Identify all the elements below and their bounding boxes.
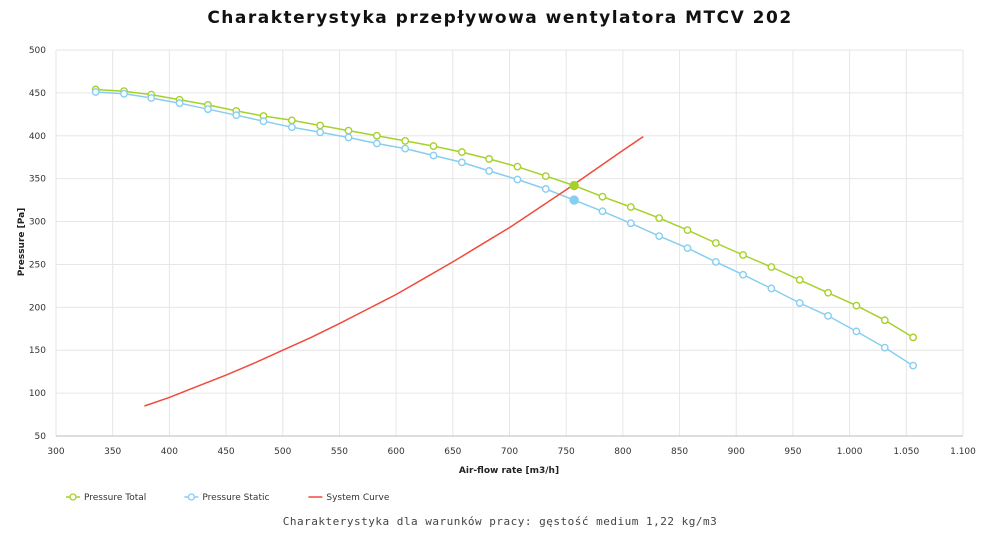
pressure-static-point bbox=[513, 175, 522, 184]
pressure-total-point bbox=[767, 263, 776, 271]
x-tick-label: 800 bbox=[614, 447, 631, 457]
series-layer bbox=[91, 85, 918, 407]
chart-subtitle: Charakterystyka dla warunków pracy: gęst… bbox=[282, 515, 718, 528]
x-tick-label: 500 bbox=[274, 447, 291, 457]
x-tick-label: 950 bbox=[784, 447, 801, 457]
y-tick-label: 150 bbox=[29, 346, 46, 356]
x-tick-label: 450 bbox=[217, 447, 234, 457]
y-tick-label: 500 bbox=[29, 46, 46, 56]
chart-title: Charakterystyka przepływowa wentylatora … bbox=[207, 8, 793, 28]
y-tick-label: 50 bbox=[35, 432, 47, 442]
pressure-total-point bbox=[852, 301, 861, 310]
pressure-total-point bbox=[287, 116, 296, 125]
pressure-total-line bbox=[95, 88, 914, 339]
x-axis-title: Air-flow rate [m3/h] bbox=[459, 466, 559, 476]
pressure-total-operating-point bbox=[569, 180, 579, 191]
pressure-static-point bbox=[711, 257, 720, 266]
pressure-static-operating-point bbox=[569, 195, 579, 205]
x-tick-label: 600 bbox=[388, 447, 405, 457]
pressure-static-point bbox=[232, 111, 241, 120]
y-axis-title: Pressure [Pa] bbox=[17, 208, 27, 277]
pressure-total-point bbox=[316, 121, 325, 130]
x-tick-label: 750 bbox=[558, 447, 575, 457]
pressure-static-line bbox=[95, 91, 914, 367]
pressure-total-point bbox=[655, 214, 664, 223]
pressure-total-point bbox=[513, 162, 522, 171]
pressure-static-point bbox=[120, 89, 128, 98]
pressure-total-point bbox=[795, 275, 804, 284]
y-tick-label: 250 bbox=[29, 260, 46, 270]
pressure-total-point bbox=[909, 333, 918, 342]
y-tick-label: 400 bbox=[29, 132, 46, 142]
x-tick-label: 350 bbox=[104, 447, 121, 457]
x-tick-label: 400 bbox=[161, 447, 178, 457]
pressure-static-point bbox=[541, 185, 550, 193]
system-curve-legend-label: System Curve bbox=[326, 493, 389, 503]
pressure-static-point bbox=[909, 361, 918, 370]
pressure-static-point bbox=[91, 88, 100, 96]
pressure-total-point bbox=[344, 126, 353, 135]
y-tick-label: 100 bbox=[29, 389, 46, 399]
pressure-static-point bbox=[372, 139, 381, 148]
pressure-static-point bbox=[767, 284, 776, 293]
pressure-static-point bbox=[626, 219, 635, 228]
pressure-total-legend-label: Pressure Total bbox=[84, 493, 146, 503]
pressure-total-point bbox=[457, 148, 466, 156]
x-tick-label: 700 bbox=[501, 447, 518, 457]
pressure-total-point bbox=[485, 155, 493, 163]
pressure-total-point bbox=[626, 203, 635, 211]
y-tick-label: 300 bbox=[29, 218, 46, 228]
x-tick-label: 1.000 bbox=[837, 447, 863, 457]
pressure-total-point bbox=[372, 131, 381, 140]
x-tick-label: 900 bbox=[728, 447, 745, 457]
pressure-static-point bbox=[824, 312, 832, 320]
pressure-static-point bbox=[880, 343, 889, 352]
x-tick-label: 1.100 bbox=[950, 447, 976, 457]
x-tick-label: 850 bbox=[671, 447, 688, 457]
system-curve-line bbox=[144, 135, 644, 407]
pressure-total-point bbox=[711, 239, 720, 247]
pressure-static-legend-marker bbox=[187, 493, 196, 501]
pressure-total-point bbox=[824, 288, 832, 297]
pressure-static-legend-label: Pressure Static bbox=[202, 493, 269, 503]
pressure-total-point bbox=[683, 226, 692, 235]
pressure-static-point bbox=[401, 144, 410, 153]
pressure-static-point bbox=[147, 94, 156, 102]
axes: 300 350 400 450 500 550 600 650 700 750 800 850 900 9… bbox=[29, 46, 976, 457]
pressure-total-legend-marker bbox=[69, 493, 77, 501]
pressure-static-point bbox=[259, 117, 268, 126]
pressure-static-point bbox=[316, 128, 325, 137]
x-tick-label: 1.050 bbox=[893, 447, 919, 457]
pressure-static-point bbox=[655, 232, 664, 241]
x-tick-label: 550 bbox=[331, 447, 348, 457]
pressure-total-point bbox=[541, 172, 550, 180]
grid bbox=[55, 49, 964, 437]
pressure-static-point bbox=[204, 105, 212, 114]
x-tick-label: 650 bbox=[444, 447, 461, 457]
x-tick-label: 300 bbox=[47, 447, 64, 457]
pressure-static-point bbox=[739, 270, 747, 279]
y-tick-label: 200 bbox=[29, 303, 46, 313]
pressure-total-point bbox=[401, 137, 410, 145]
pressure-static-point bbox=[598, 207, 607, 216]
legend: Pressure Total Pressure Static System Curv… bbox=[66, 493, 390, 503]
pressure-static-point bbox=[429, 151, 438, 160]
pressure-static-point bbox=[795, 299, 804, 307]
pressure-static-point bbox=[457, 158, 466, 167]
y-tick-label: 350 bbox=[29, 175, 46, 185]
pressure-total-point bbox=[880, 316, 889, 325]
pressure-static-point bbox=[287, 123, 296, 132]
y-tick-label: 450 bbox=[29, 89, 46, 99]
pressure-total-point bbox=[429, 142, 438, 150]
pressure-total-point bbox=[739, 251, 747, 259]
pressure-static-point bbox=[485, 167, 493, 175]
pressure-static-point bbox=[344, 133, 353, 142]
pressure-static-point bbox=[175, 99, 184, 108]
pressure-static-point bbox=[683, 244, 692, 253]
pressure-static-point bbox=[852, 327, 861, 336]
pressure-total-point bbox=[598, 192, 607, 201]
